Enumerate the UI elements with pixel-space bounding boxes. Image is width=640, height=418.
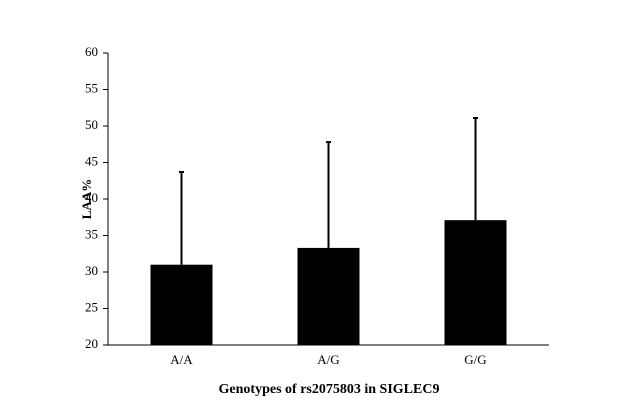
bar	[297, 247, 360, 345]
y-axis-label: LAA%	[79, 179, 94, 219]
bar	[444, 220, 507, 345]
y-tick-label: 45	[85, 153, 98, 168]
x-axis-label: Genotypes of rs2075803 in SIGLEC9	[219, 382, 440, 397]
y-tick-label: 20	[85, 336, 98, 351]
y-tick-label: 60	[85, 44, 98, 59]
y-tick-label: 35	[85, 226, 98, 241]
y-tick-label: 55	[85, 80, 98, 95]
x-tick-label: A/G	[317, 352, 339, 367]
bar	[150, 264, 213, 345]
x-tick-label: A/A	[170, 352, 193, 367]
y-tick-label: 30	[85, 263, 98, 278]
y-tick-label: 50	[85, 117, 98, 132]
y-tick-label: 40	[85, 190, 98, 205]
y-tick-label: 25	[85, 299, 98, 314]
x-tick-label: G/G	[464, 352, 486, 367]
